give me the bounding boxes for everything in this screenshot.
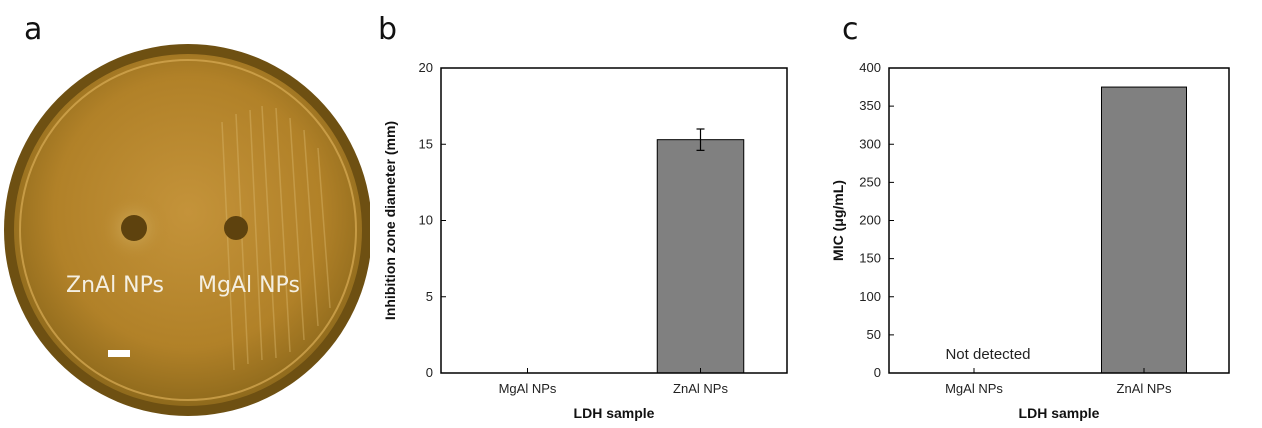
label-znal: ZnAl NPs — [66, 273, 164, 298]
panel-letter-c: c — [842, 12, 859, 47]
error-bar-1 — [696, 128, 705, 151]
annotation-0: Not detected — [945, 346, 1030, 363]
y-tick-label-1: 50 — [867, 327, 881, 342]
petri-dish-photo: ZnAl NPs MgAl NPs — [4, 44, 370, 416]
agar-surface — [14, 54, 362, 406]
bar-1 — [656, 139, 745, 374]
x-tick-label-1: ZnAl NPs — [673, 381, 728, 396]
x-tick-label-1: ZnAl NPs — [1117, 381, 1172, 396]
x-axis-title: LDH sample — [1019, 405, 1100, 421]
y-tick-label-7: 350 — [859, 98, 881, 113]
y-tick-label-3: 150 — [859, 251, 881, 266]
panel-letter-a: a — [24, 12, 43, 47]
y-tick-label-4: 200 — [859, 213, 881, 228]
x-axis-title: LDH sample — [574, 405, 655, 421]
bar-1 — [1101, 86, 1187, 374]
x-tick-label-0: MgAl NPs — [945, 381, 1003, 396]
y-tick-label-3: 15 — [419, 136, 433, 151]
y-axis-title: MIC (μg/mL) — [830, 180, 846, 261]
y-tick-label-0: 0 — [874, 365, 881, 380]
plate-inner-edge — [19, 59, 357, 401]
scale-bar — [108, 350, 130, 357]
y-tick-label-6: 300 — [859, 136, 881, 151]
y-tick-label-2: 100 — [859, 289, 881, 304]
y-tick-label-2: 10 — [419, 213, 433, 228]
y-tick-label-1: 5 — [426, 289, 433, 304]
well-znal — [121, 215, 147, 241]
label-mgal: MgAl NPs — [198, 273, 300, 298]
x-tick-label-0: MgAl NPs — [499, 381, 557, 396]
y-tick-label-5: 250 — [859, 174, 881, 189]
panel-letter-b: b — [378, 12, 398, 47]
well-mgal — [224, 216, 248, 240]
y-tick-label-8: 400 — [859, 60, 881, 75]
y-tick-label-0: 0 — [426, 365, 433, 380]
streak-lines — [221, 105, 331, 371]
chart-inhibition-zone: 0 5 10 15 20 MgAl NPs ZnAl NPs LDH sample Inhibi… — [382, 60, 788, 421]
y-axis-title: Inhibition zone diameter (mm) — [382, 121, 398, 320]
y-tick-label-4: 20 — [419, 60, 433, 75]
chart-mic: 0 50 100 150 200 250 300 350 400 MgAl NPs ZnAl NPs… — [830, 60, 1230, 421]
